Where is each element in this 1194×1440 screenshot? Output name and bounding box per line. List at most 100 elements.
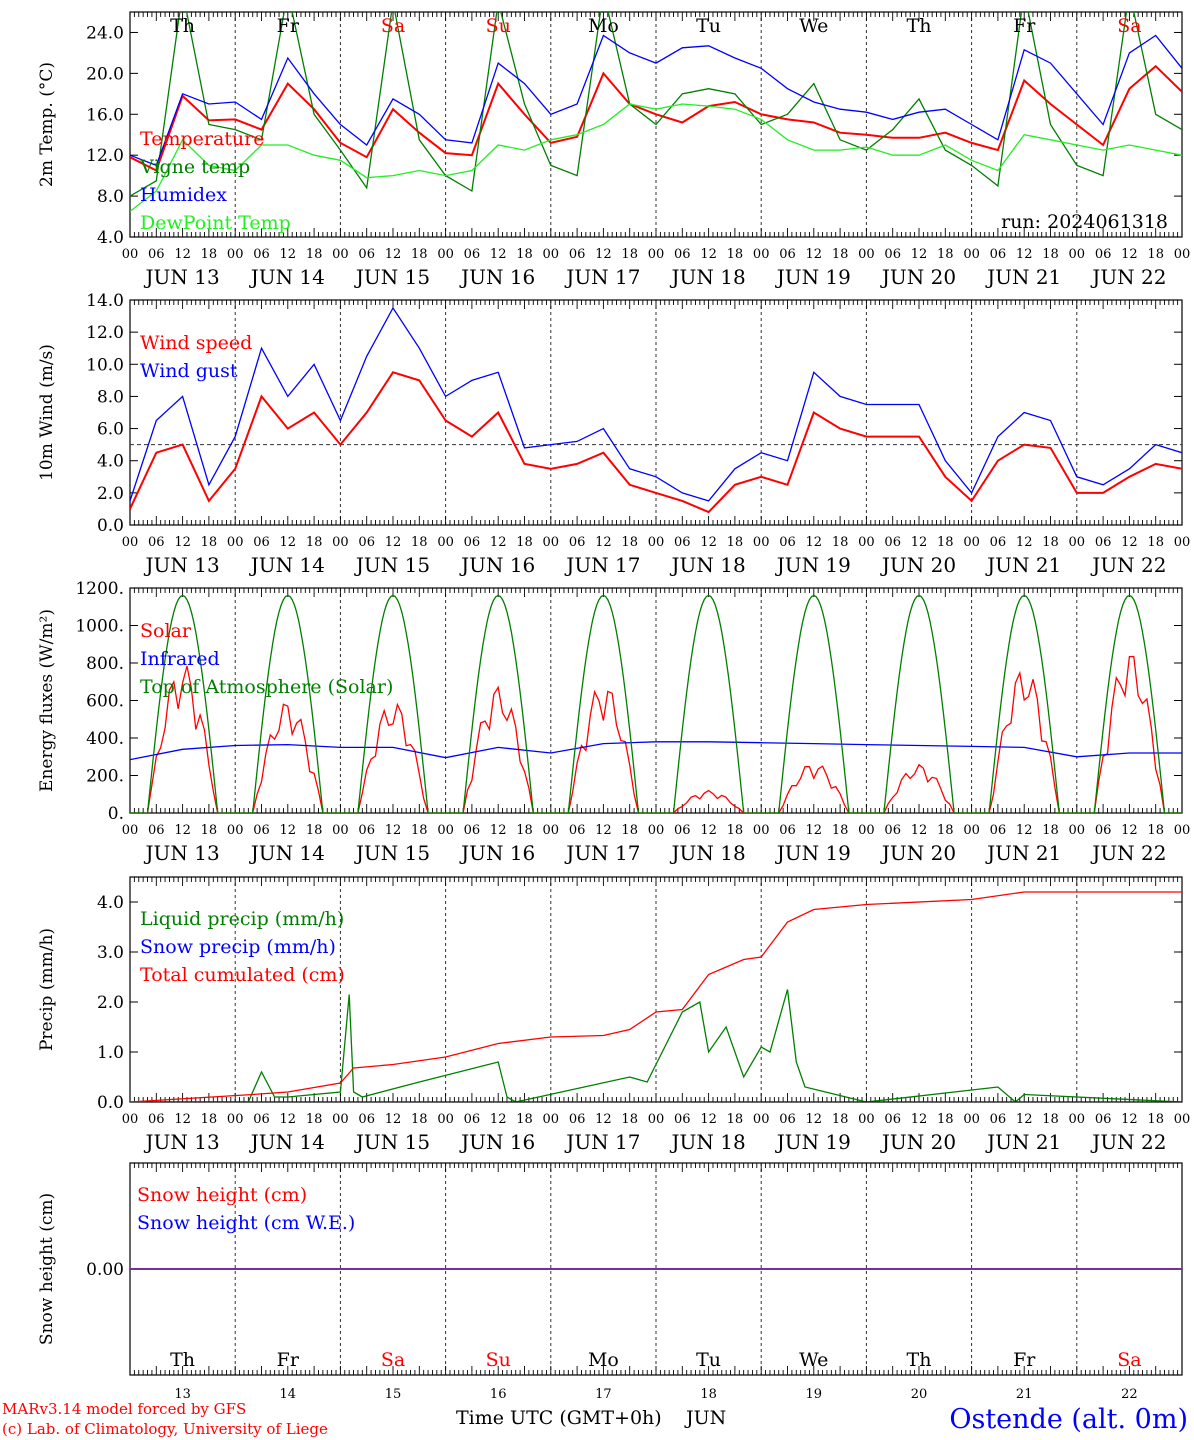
hour-tick-label: 12 xyxy=(280,535,297,550)
date-label: JUN 13 xyxy=(144,841,220,865)
date-label: JUN 22 xyxy=(1090,553,1166,577)
y-tick-label: 3.0 xyxy=(97,943,124,963)
hour-tick-label: 06 xyxy=(253,247,270,262)
y-tick-label: 2.0 xyxy=(97,484,124,504)
hour-tick-label: 06 xyxy=(990,535,1007,550)
hour-tick-label: 06 xyxy=(569,247,586,262)
date-label: JUN 20 xyxy=(880,553,956,577)
hour-tick-label: 18 xyxy=(832,823,849,838)
hour-tick-label: 06 xyxy=(464,823,481,838)
hour-tick-label: 12 xyxy=(174,1112,191,1127)
y-tick-label: 600. xyxy=(86,692,124,712)
hour-tick-label: 00 xyxy=(437,247,454,262)
hour-tick-label: 18 xyxy=(1042,1112,1059,1127)
date-label: JUN 16 xyxy=(459,841,535,865)
date-label: JUN 19 xyxy=(775,265,851,289)
footer: MARv3.14 model forced by GFS (c) Lab. of … xyxy=(2,1400,1188,1438)
weekday-label-bottom: We xyxy=(799,1349,828,1371)
series-line-infrared xyxy=(130,741,1182,761)
day-number-label: 14 xyxy=(280,1387,297,1402)
y-tick-label: 12.0 xyxy=(86,323,124,343)
hour-tick-label: 06 xyxy=(253,1112,270,1127)
date-label: JUN 21 xyxy=(985,553,1061,577)
hour-tick-label: 06 xyxy=(674,823,691,838)
hour-tick-label: 00 xyxy=(648,823,665,838)
hour-tick-label: 18 xyxy=(832,247,849,262)
y-tick-label: 20.0 xyxy=(86,64,124,84)
weekday-label-bottom: Su xyxy=(486,1349,511,1371)
series-line-wind-gust xyxy=(130,306,1182,502)
date-label: JUN 16 xyxy=(459,265,535,289)
hour-tick-label: 18 xyxy=(516,535,533,550)
date-label: JUN 17 xyxy=(564,1130,640,1154)
hour-tick-label: 18 xyxy=(1147,1112,1164,1127)
hour-tick-label: 00 xyxy=(122,1112,139,1127)
day-number-label: 16 xyxy=(490,1387,507,1402)
hour-tick-label: 18 xyxy=(832,1112,849,1127)
date-label: JUN 15 xyxy=(354,265,430,289)
hour-tick-label: 00 xyxy=(753,247,770,262)
y-tick-label: 4.0 xyxy=(97,452,124,472)
hour-tick-label: 12 xyxy=(1121,247,1138,262)
hour-tick-label: 06 xyxy=(779,823,796,838)
series-line-vigne-temp xyxy=(130,12,1182,197)
hour-tick-label: 12 xyxy=(1121,535,1138,550)
hour-tick-label: 18 xyxy=(621,535,638,550)
hour-tick-label: 12 xyxy=(595,247,612,262)
legend-entry: Temperature xyxy=(140,128,264,150)
hour-tick-label: 06 xyxy=(779,535,796,550)
precip-series xyxy=(130,891,1182,1102)
weekday-label-bottom: Fr xyxy=(277,1349,300,1371)
hour-tick-label: 12 xyxy=(595,823,612,838)
hour-tick-label: 18 xyxy=(411,823,428,838)
hour-tick-label: 18 xyxy=(306,823,323,838)
hour-tick-label: 18 xyxy=(727,1112,744,1127)
hour-tick-label: 18 xyxy=(411,1112,428,1127)
series-line-liquid-precip-mm-h- xyxy=(130,989,1182,1102)
date-label: JUN 18 xyxy=(670,265,746,289)
hour-tick-label: 18 xyxy=(621,1112,638,1127)
hour-tick-label: 12 xyxy=(490,247,507,262)
hour-tick-label: 00 xyxy=(1069,535,1086,550)
y-tick-label: 16.0 xyxy=(86,105,124,125)
model-credit: MARv3.14 model forced by GFS xyxy=(2,1400,246,1418)
legend-entry: Liquid precip (mm/h) xyxy=(140,908,344,930)
hour-tick-label: 18 xyxy=(937,823,954,838)
hour-tick-label: 00 xyxy=(858,247,875,262)
hour-tick-label: 12 xyxy=(490,1112,507,1127)
hour-tick-label: 00 xyxy=(1174,247,1191,262)
date-label: JUN 21 xyxy=(985,1130,1061,1154)
y-axis-label: Energy fluxes (W/m²) xyxy=(37,609,57,792)
hour-tick-label: 12 xyxy=(385,535,402,550)
hour-tick-label: 18 xyxy=(937,535,954,550)
day-number-label: 21 xyxy=(1016,1387,1033,1402)
hour-tick-label: 18 xyxy=(1042,247,1059,262)
date-label: JUN 16 xyxy=(459,553,535,577)
hour-tick-label: 06 xyxy=(464,1112,481,1127)
hour-tick-label: 06 xyxy=(358,823,375,838)
hour-tick-label: 00 xyxy=(543,535,560,550)
hour-tick-label: 00 xyxy=(1069,247,1086,262)
hour-tick-label: 12 xyxy=(595,1112,612,1127)
hour-tick-label: 00 xyxy=(963,247,980,262)
hour-tick-label: 00 xyxy=(753,1112,770,1127)
hour-tick-label: 12 xyxy=(911,823,928,838)
hour-tick-label: 00 xyxy=(1174,535,1191,550)
hour-tick-label: 06 xyxy=(884,535,901,550)
hour-tick-label: 06 xyxy=(148,823,165,838)
hour-tick-label: 06 xyxy=(253,823,270,838)
y-tick-label: 10.0 xyxy=(86,355,124,375)
hour-tick-label: 18 xyxy=(1042,823,1059,838)
date-label: JUN 18 xyxy=(670,553,746,577)
hour-tick-label: 06 xyxy=(358,247,375,262)
hour-tick-label: 00 xyxy=(227,535,244,550)
hour-tick-label: 06 xyxy=(358,1112,375,1127)
y-tick-label: 200. xyxy=(86,767,124,787)
hour-tick-label: 12 xyxy=(1016,535,1033,550)
y-tick-label: 4.0 xyxy=(97,893,124,913)
hour-tick-label: 00 xyxy=(1069,1112,1086,1127)
legend-entry: Wind gust xyxy=(140,360,238,382)
hour-tick-label: 06 xyxy=(779,1112,796,1127)
hour-tick-label: 12 xyxy=(911,535,928,550)
y-tick-label: 400. xyxy=(86,729,124,749)
